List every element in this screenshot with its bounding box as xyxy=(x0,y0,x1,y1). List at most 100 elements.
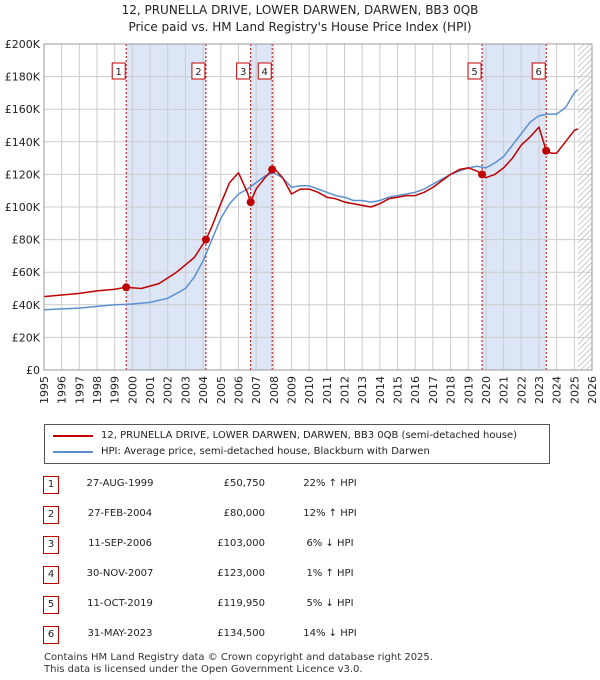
x-tick-label: 2007 xyxy=(250,376,263,404)
transaction-date: 11-OCT-2019 xyxy=(87,598,153,609)
x-tick-label: 2000 xyxy=(126,376,139,404)
sale-number-label: 6 xyxy=(536,67,542,78)
x-tick-label: 2009 xyxy=(285,376,298,404)
transaction-number: 6 xyxy=(43,626,59,644)
y-tick-label: £120K xyxy=(5,168,41,181)
x-tick-label: 2015 xyxy=(392,376,405,404)
y-tick-label: £0 xyxy=(26,364,40,377)
transaction-number: 4 xyxy=(43,566,59,584)
legend-label-hpi: HPI: Average price, semi-detached house,… xyxy=(101,446,430,457)
transaction-price: £80,000 xyxy=(223,508,265,519)
y-tick-label: £20K xyxy=(12,331,41,344)
transaction-hpi-diff: 22% ↑ HPI xyxy=(303,478,357,489)
price-chart: 1 2 3 4 5 6 £0 £20K £40K £60K £80K £100K £120K £140K… xyxy=(5,38,599,404)
x-tick-label: 2024 xyxy=(551,376,564,404)
hpi-line-swatch xyxy=(53,451,93,453)
transaction-price: £103,000 xyxy=(217,538,265,549)
legend-label-property: 12, PRUNELLA DRIVE, LOWER DARWEN, DARWEN… xyxy=(101,430,518,441)
y-tick-label: £40K xyxy=(12,299,41,312)
sale-number-box xyxy=(111,62,126,80)
x-tick-label: 2001 xyxy=(144,376,157,404)
transaction-hpi-diff: 12% ↑ HPI xyxy=(303,508,357,519)
transaction-row: 1 27-AUG-1999 £50,750 22% ↑ HPI xyxy=(0,476,600,496)
plot-frame xyxy=(43,43,593,371)
sale-number-box xyxy=(191,62,206,80)
x-tick-label: 2021 xyxy=(498,376,511,404)
transaction-date: 31-MAY-2023 xyxy=(87,628,153,639)
footer-copyright: Contains HM Land Registry data © Crown c… xyxy=(44,652,433,663)
transaction-number: 1 xyxy=(43,476,59,494)
transaction-row: 5 11-OCT-2019 £119,950 5% ↓ HPI xyxy=(0,596,600,616)
transaction-hpi-diff: 6% ↓ HPI xyxy=(306,538,354,549)
y-tick-label: £100K xyxy=(5,201,41,214)
sale-number-box xyxy=(531,62,546,80)
y-tick-label: £200K xyxy=(5,38,41,51)
hpi-line xyxy=(43,89,579,311)
sale-number-box xyxy=(467,62,482,80)
sale-number-label: 5 xyxy=(471,67,477,78)
transaction-hpi-diff: 5% ↓ HPI xyxy=(306,598,354,609)
y-tick-label: £160K xyxy=(5,103,41,116)
transaction-price: £123,000 xyxy=(217,568,265,579)
footer-licence: This data is licensed under the Open Gov… xyxy=(44,664,363,675)
x-tick-label: 2022 xyxy=(515,376,528,404)
y-tick-label: £140K xyxy=(5,136,41,149)
transaction-row: 2 27-FEB-2004 £80,000 12% ↑ HPI xyxy=(0,506,600,526)
x-tick-label: 1995 xyxy=(38,376,51,404)
y-tick-label: £180K xyxy=(5,71,41,84)
sale-point xyxy=(542,146,551,155)
x-tick-label: 1997 xyxy=(73,376,86,404)
transaction-date: 27-AUG-1999 xyxy=(86,478,154,489)
transaction-hpi-diff: 1% ↑ HPI xyxy=(306,568,354,579)
transaction-number: 5 xyxy=(43,596,59,614)
sale-point xyxy=(478,170,487,179)
transaction-row: 4 30-NOV-2007 £123,000 1% ↑ HPI xyxy=(0,566,600,586)
sale-number-box xyxy=(236,62,251,80)
transaction-date: 30-NOV-2007 xyxy=(86,568,154,579)
sale-point xyxy=(201,235,210,244)
x-tick-label: 2010 xyxy=(303,376,316,404)
x-tick-label: 2016 xyxy=(409,376,422,404)
sale-number-label: 2 xyxy=(195,67,201,78)
sale-number-label: 4 xyxy=(262,67,268,78)
transaction-number: 2 xyxy=(43,506,59,524)
transaction-number: 3 xyxy=(43,536,59,554)
transaction-date: 27-FEB-2004 xyxy=(87,508,153,519)
x-tick-label: 1999 xyxy=(109,376,122,404)
y-tick-label: £60K xyxy=(12,266,41,279)
x-tick-label: 1998 xyxy=(91,376,104,404)
transaction-row: 6 31-MAY-2023 £134,500 14% ↓ HPI xyxy=(0,626,600,646)
x-tick-label: 2023 xyxy=(533,376,546,404)
x-tick-label: 2005 xyxy=(215,376,228,404)
x-tick-label: 2002 xyxy=(162,376,175,404)
x-tick-label: 1996 xyxy=(56,376,69,404)
sale-point xyxy=(122,283,131,292)
sale-point xyxy=(246,198,255,207)
transaction-price: £50,750 xyxy=(223,478,265,489)
x-tick-label: 2020 xyxy=(480,376,493,404)
x-tick-label: 2003 xyxy=(179,376,192,404)
x-tick-label: 2014 xyxy=(374,376,387,404)
x-tick-label: 2004 xyxy=(197,376,210,404)
transaction-price: £134,500 xyxy=(217,628,265,639)
property-line-swatch xyxy=(53,435,93,437)
x-tick-label: 2012 xyxy=(339,376,352,404)
x-tick-label: 2011 xyxy=(321,376,334,404)
x-tick-label: 2019 xyxy=(462,376,475,404)
x-tick-label: 2017 xyxy=(427,376,440,404)
sale-number-label: 3 xyxy=(240,67,246,78)
x-tick-label: 2008 xyxy=(268,376,281,404)
x-tick-label: 2018 xyxy=(445,376,458,404)
sale-number-label: 1 xyxy=(116,67,122,78)
transaction-hpi-diff: 14% ↓ HPI xyxy=(303,628,357,639)
x-tick-label: 2026 xyxy=(586,376,599,404)
chart-title: 12, PRUNELLA DRIVE, LOWER DARWEN, DARWEN… xyxy=(121,3,479,17)
x-tick-label: 2006 xyxy=(232,376,245,404)
sale-point xyxy=(268,165,277,174)
transaction-row: 3 11-SEP-2006 £103,000 6% ↓ HPI xyxy=(0,536,600,556)
y-tick-label: £80K xyxy=(12,234,41,247)
x-tick-label: 2013 xyxy=(356,376,369,404)
legend: 12, PRUNELLA DRIVE, LOWER DARWEN, DARWEN… xyxy=(44,424,550,464)
transaction-date: 11-SEP-2006 xyxy=(88,538,152,549)
transaction-price: £119,950 xyxy=(217,598,265,609)
